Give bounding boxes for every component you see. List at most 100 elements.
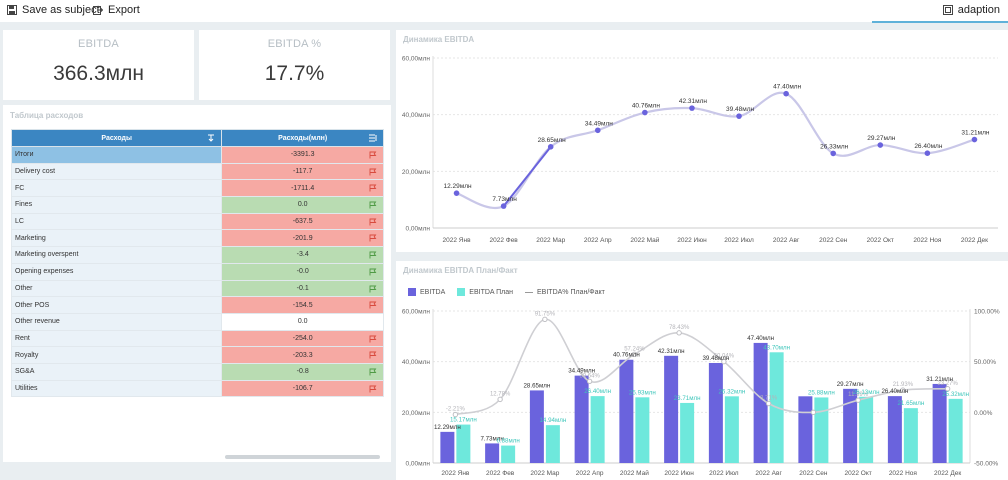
x-tick-label: 2022 Авг bbox=[773, 237, 800, 244]
row-label: FC bbox=[10, 179, 223, 198]
table-row[interactable]: Fines 0.0 bbox=[10, 196, 384, 214]
bar-ebitda-plan bbox=[680, 402, 695, 463]
table-row[interactable]: Rent -254.0 bbox=[10, 329, 384, 348]
flag-icon bbox=[369, 351, 377, 359]
bar-ebitda bbox=[440, 431, 455, 463]
percent-point bbox=[721, 358, 727, 365]
data-point bbox=[830, 150, 837, 157]
menu-icon[interactable] bbox=[369, 134, 377, 142]
data-point bbox=[547, 144, 554, 150]
x-tick-label: 2022 Мар bbox=[536, 237, 565, 244]
table-row[interactable]: Delivery cost -117.7 bbox=[10, 162, 384, 181]
ebitda-line-chart: 0,00млн 20,00млн 40,00млн 60,00млн 2022 Янв 2… bbox=[402, 56, 998, 244]
bar-ebitda bbox=[843, 388, 858, 463]
kpi-card-ebitda: EBITDA 366.3млн bbox=[3, 30, 194, 100]
table-row[interactable]: Marketing -201.9 bbox=[10, 229, 384, 248]
table-row[interactable]: Marketing overspent -3.4 bbox=[10, 246, 384, 264]
row-label: LC bbox=[10, 212, 223, 231]
legend-swatch bbox=[525, 291, 534, 293]
bar-ebitda-plan bbox=[724, 396, 739, 463]
toolbar: Save as subject Export adaption bbox=[0, 0, 1008, 23]
legend-item-ebitda-percent[interactable]: EBITDA% План/Факт bbox=[525, 289, 605, 296]
bar-ebitda-plan bbox=[590, 396, 605, 463]
x-tick-label: 2022 Янв bbox=[441, 470, 470, 477]
row-label: Fines bbox=[10, 196, 223, 214]
bar-label: 7.73млн bbox=[480, 435, 503, 442]
y-tick-label: 60,00млн bbox=[402, 309, 431, 316]
bar-ebitda bbox=[529, 390, 544, 463]
kpi-title: EBITDA % bbox=[267, 38, 322, 50]
percent-label: 12.78% bbox=[490, 391, 511, 397]
x-tick-label: 2022 Сен bbox=[799, 470, 828, 477]
bar-ebitda bbox=[932, 383, 947, 463]
table-row[interactable]: Other revenue 0.0 bbox=[10, 312, 384, 331]
row-value-text: -117.7 bbox=[293, 168, 313, 176]
table-row[interactable]: Opening expenses -0.0 bbox=[10, 262, 384, 281]
x-tick-label: 2022 Май bbox=[630, 236, 659, 244]
data-point bbox=[736, 113, 742, 119]
row-label: Opening expenses bbox=[10, 262, 223, 281]
column-header-expenses-mln[interactable]: Расходы(млн) bbox=[221, 129, 384, 147]
row-value: -0.0 bbox=[221, 262, 384, 281]
bar-ebitda bbox=[887, 396, 902, 463]
x-tick-label: 2022 Янв bbox=[443, 237, 472, 244]
data-label: 28.65млн bbox=[538, 137, 567, 144]
horizontal-scrollbar[interactable] bbox=[225, 455, 380, 459]
data-point bbox=[924, 150, 931, 156]
percent-label: 8.71% bbox=[760, 396, 778, 402]
table-row[interactable]: Utilities -106.7 bbox=[10, 379, 384, 398]
bar-ebitda bbox=[708, 362, 723, 463]
row-value-text: -203.3 bbox=[292, 351, 313, 359]
bar-label: 39.48млн bbox=[702, 355, 729, 362]
data-label: 29.27млн bbox=[867, 135, 896, 142]
row-value-text: -201.9 bbox=[292, 234, 313, 242]
row-value-text: -637.5 bbox=[292, 218, 313, 226]
bar-label-plan: 25.88млн bbox=[808, 389, 835, 396]
x-tick-label: 2022 Дек bbox=[934, 470, 961, 477]
row-value: -254.0 bbox=[221, 329, 384, 348]
percent-point bbox=[452, 411, 459, 418]
table-row[interactable]: LC -637.5 bbox=[10, 212, 384, 231]
data-label: 26.40млн bbox=[914, 143, 943, 150]
bar-ebitda-plan bbox=[948, 398, 963, 463]
adaption-button[interactable]: adaption bbox=[942, 4, 1000, 16]
row-label: Other bbox=[10, 279, 223, 298]
bar-ebitda-plan bbox=[456, 424, 471, 463]
x-tick-label: 2022 Ноя bbox=[889, 470, 918, 477]
percent-label: 21.93% bbox=[893, 382, 914, 388]
table-row[interactable]: Royalty -203.3 bbox=[10, 346, 384, 364]
table-row[interactable]: Итоги -3391.3 bbox=[10, 146, 384, 164]
save-as-subject-button[interactable]: Save as subject bbox=[7, 4, 100, 16]
row-value-text: -3.4 bbox=[296, 251, 309, 259]
percent-point bbox=[542, 316, 548, 323]
export-button[interactable]: Export bbox=[93, 4, 140, 16]
legend-label: EBITDA План bbox=[469, 288, 514, 296]
sort-icon[interactable] bbox=[207, 134, 215, 142]
bar-label-plan: 43.70млн bbox=[763, 344, 790, 351]
x-tick-label: 2022 Апр bbox=[576, 470, 604, 477]
percent-point bbox=[497, 396, 503, 403]
column-header-expenses[interactable]: Расходы bbox=[10, 129, 223, 147]
bar-label-plan: 26.32млн bbox=[718, 388, 745, 395]
bar-ebitda bbox=[485, 443, 500, 463]
bar-ebitda bbox=[574, 375, 589, 463]
table-row[interactable]: Other -0.1 bbox=[10, 279, 384, 298]
row-value: -106.7 bbox=[221, 379, 384, 398]
table-row[interactable]: FC -1711.4 bbox=[10, 179, 384, 198]
x-tick-label: 2022 Июн bbox=[664, 470, 694, 477]
chart-title: Динамика EBITDA bbox=[403, 35, 475, 44]
table-row[interactable]: SG&A -0.8 bbox=[10, 362, 384, 381]
bar-label-plan: 14.94млн bbox=[539, 417, 566, 424]
y-tick-label: 20,00млн bbox=[402, 410, 431, 417]
legend-label: EBITDA bbox=[420, 288, 446, 296]
expense-table: Расходы Расходы(млн) Итоги -3391.3 Deliver… bbox=[10, 129, 384, 398]
chart-legend: EBITDA EBITDA План EBITDA% План/Факт bbox=[408, 288, 605, 296]
row-label: Итоги bbox=[10, 146, 223, 164]
export-icon bbox=[93, 6, 103, 15]
legend-item-ebitda-plan[interactable]: EBITDA План bbox=[457, 288, 513, 296]
row-value-text: -3391.3 bbox=[290, 151, 315, 159]
legend-item-ebitda[interactable]: EBITDA bbox=[408, 288, 445, 296]
data-point bbox=[453, 190, 460, 196]
table-row[interactable]: Other POS -154.5 bbox=[10, 296, 384, 314]
row-label: SG&A bbox=[10, 362, 223, 381]
